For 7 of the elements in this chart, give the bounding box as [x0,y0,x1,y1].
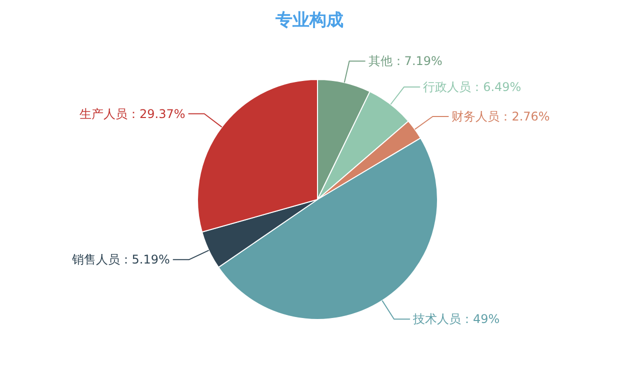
slice-label: 其他：7.19% [368,54,442,68]
slice-label: 生产人员：29.37% [80,106,186,121]
slice-label: 技术人员：49% [412,312,500,326]
chart-title: 专业构成 [274,10,344,30]
slice-label: 财务人员：2.76% [452,109,550,124]
slice-label: 行政人员：6.49% [423,80,522,94]
slice-label: 销售人员：5.19% [70,252,170,267]
